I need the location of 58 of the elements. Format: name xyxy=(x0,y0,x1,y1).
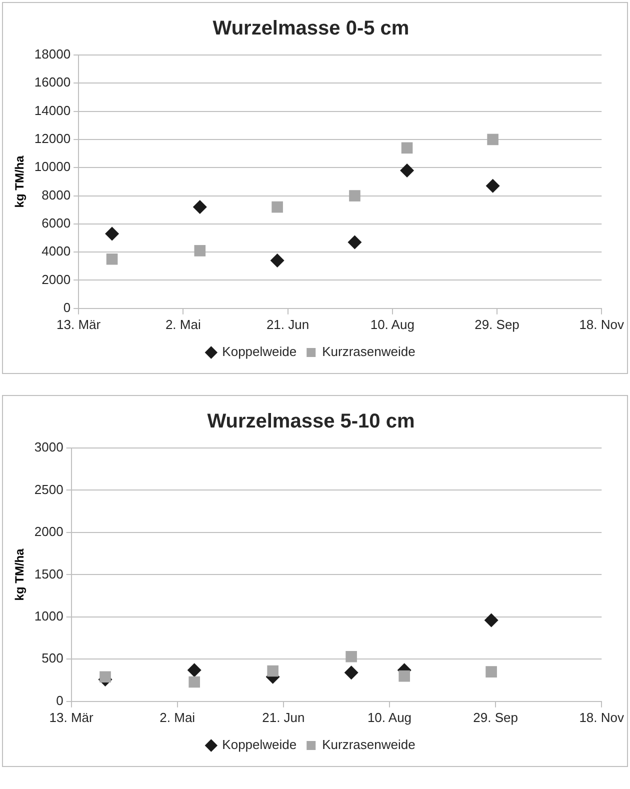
y-tick-label: 3000 xyxy=(34,440,64,455)
legend-label: Kurzrasenweide xyxy=(322,737,416,752)
x-tick-label: 21. Jun xyxy=(266,316,310,332)
point xyxy=(106,253,118,265)
y-tick-label: 4000 xyxy=(42,244,71,259)
point xyxy=(398,670,410,682)
y-tick-label: 1000 xyxy=(34,608,64,624)
point xyxy=(188,676,200,688)
x-tick-label: 18. Nov xyxy=(579,710,624,725)
y-tick-label: 2000 xyxy=(42,272,71,287)
x-tick-label: 2. Mai xyxy=(165,316,201,332)
point xyxy=(267,665,278,677)
legend-label: Kurzrasenweide xyxy=(322,344,416,360)
point xyxy=(349,190,360,202)
point xyxy=(486,666,497,678)
y-tick-label: 10000 xyxy=(34,159,71,174)
x-tick-label: 18. Nov xyxy=(579,316,624,332)
y-tick-label: 12000 xyxy=(34,131,71,146)
y-tick-label: 1500 xyxy=(34,566,64,582)
chart-title: Wurzelmasse 5-10 cm xyxy=(207,410,415,433)
x-tick-label: 29. Sep xyxy=(473,710,518,725)
y-tick-label: 0 xyxy=(63,300,71,315)
x-tick-label: 13. Mär xyxy=(49,710,94,725)
y-tick-label: 500 xyxy=(42,650,64,666)
x-tick-label: 13. Mär xyxy=(56,316,102,332)
point xyxy=(272,201,283,213)
point xyxy=(346,650,357,662)
y-tick-label: 16000 xyxy=(34,74,71,90)
point xyxy=(487,134,498,146)
y-tick-label: 18000 xyxy=(34,46,71,62)
x-tick-label: 21. Jun xyxy=(262,710,305,725)
x-tick-label: 10. Aug xyxy=(367,710,412,725)
y-axis-title: kg TM/ha xyxy=(12,155,27,208)
y-tick-label: 0 xyxy=(56,692,64,708)
point xyxy=(344,666,358,680)
x-tick-label: 29. Sep xyxy=(474,316,520,332)
x-tick-label: 2. Mai xyxy=(160,710,196,725)
legend-label: Koppelweide xyxy=(222,737,297,752)
point xyxy=(192,200,207,214)
point xyxy=(348,235,362,250)
point xyxy=(194,245,206,256)
point xyxy=(187,663,202,678)
y-tick-label: 8000 xyxy=(42,187,71,202)
legend-label: Koppelweide xyxy=(222,344,297,360)
y-tick-label: 14000 xyxy=(34,102,71,118)
point xyxy=(400,163,414,178)
point xyxy=(484,613,498,628)
y-axis-title: kg TM/ha xyxy=(12,548,27,601)
point xyxy=(270,254,284,268)
y-tick-label: 6000 xyxy=(42,216,71,231)
chart-title: Wurzelmasse 0-5 cm xyxy=(212,18,410,40)
point xyxy=(105,226,120,241)
y-tick-label: 2500 xyxy=(34,482,64,497)
x-tick-label: 10. Aug xyxy=(370,316,414,332)
point xyxy=(486,178,500,193)
point xyxy=(100,671,111,683)
y-tick-label: 2000 xyxy=(34,524,64,540)
point xyxy=(401,142,413,154)
